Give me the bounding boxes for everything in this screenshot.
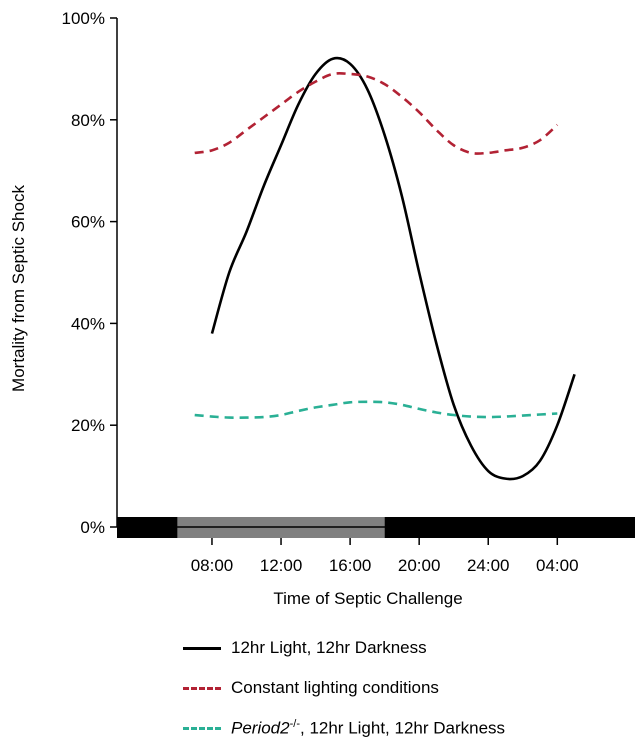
legend-item-period2: Period2-/-, 12hr Light, 12hr Darkness	[183, 708, 505, 748]
legend-genotype-superscript: -/-	[289, 717, 300, 730]
legend-label-rest: , 12hr Light, 12hr Darkness	[300, 718, 506, 738]
series-line-period2	[194, 400, 558, 419]
x-tick-label: 20:00	[398, 556, 441, 575]
x-axis-title: Time of Septic Challenge	[273, 589, 462, 608]
y-tick-label: 40%	[71, 314, 105, 333]
legend-item-light-dark: 12hr Light, 12hr Darkness	[183, 628, 505, 668]
y-axis-title: Mortality from Septic Shock	[9, 185, 28, 392]
x-tick-label: 08:00	[191, 556, 234, 575]
y-tick-label: 20%	[71, 416, 105, 435]
y-axis-ticks: 0% 20% 40% 60% 80% 100%	[62, 9, 117, 537]
chart: 0% 20% 40% 60% 80% 100% 08:00 12:00 16:00 20:00 2…	[9, 9, 635, 608]
legend-gene-name: Period2	[231, 718, 290, 738]
x-axis-ticks: 08:00 12:00 16:00 20:00 24:00 04:00	[191, 538, 579, 575]
legend-label: 12hr Light, 12hr Darkness	[231, 638, 427, 657]
x-tick-label: 04:00	[536, 556, 579, 575]
x-tick-label: 24:00	[467, 556, 510, 575]
series-line-constant-light	[194, 72, 559, 155]
y-tick-label: 60%	[71, 213, 105, 232]
legend-swatch-dashed-teal	[183, 726, 221, 730]
legend-item-constant-light: Constant lighting conditions	[183, 668, 505, 708]
axes	[116, 18, 635, 528]
legend-swatch-dashed-red	[183, 686, 221, 690]
y-tick-label: 0%	[80, 518, 105, 537]
legend-label: Constant lighting conditions	[231, 678, 439, 697]
legend: 12hr Light, 12hr Darkness Constant light…	[183, 628, 505, 748]
series-line-light-dark	[210, 56, 576, 481]
legend-label: Period2-/-, 12hr Light, 12hr Darkness	[231, 718, 505, 739]
x-tick-label: 16:00	[329, 556, 372, 575]
legend-swatch-solid-black	[183, 646, 221, 650]
x-tick-label: 12:00	[260, 556, 303, 575]
y-tick-label: 100%	[62, 9, 105, 28]
series-lines	[194, 56, 576, 481]
y-tick-label: 80%	[71, 111, 105, 130]
